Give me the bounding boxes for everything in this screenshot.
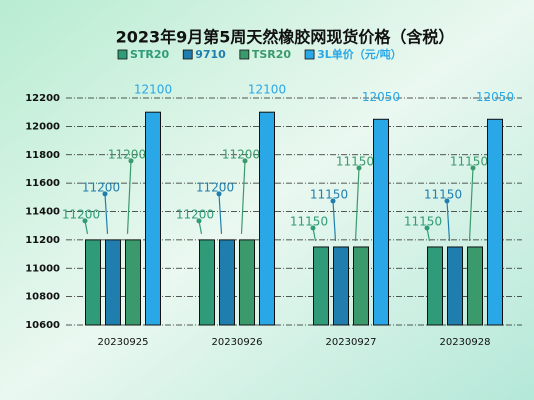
value-label: 11200 (62, 207, 100, 221)
callout-line (218, 193, 223, 234)
callout-line (104, 193, 109, 234)
bar (313, 246, 329, 326)
callout-dot (196, 218, 202, 224)
bar (353, 246, 369, 326)
bar (467, 246, 483, 326)
x-tick-label: 20230928 (440, 337, 491, 348)
y-tick-label: 12200 (25, 93, 60, 104)
chart-title: 2023年9月第5周天然橡胶网现货价格（含税） (116, 28, 455, 47)
callout-dot (242, 158, 248, 164)
value-label: 11200 (196, 180, 234, 194)
bar (447, 246, 463, 326)
value-label: 11200 (222, 147, 260, 161)
legend-label: 3L单价（元/吨） (317, 47, 402, 61)
callout-line (446, 200, 451, 242)
value-label: 11150 (310, 187, 348, 201)
bar (259, 111, 275, 326)
value-label: 12050 (362, 90, 400, 104)
value-label: 11150 (450, 154, 488, 168)
x-tick-label: 20230926 (212, 337, 263, 348)
legend-swatch (304, 49, 315, 60)
value-label: 12100 (134, 83, 172, 97)
legend-label: STR20 (130, 48, 170, 61)
value-label: 12050 (476, 90, 514, 104)
value-label: 11150 (336, 154, 374, 168)
bar (145, 111, 161, 326)
value-label: 11150 (404, 214, 442, 228)
y-tick-label: 11000 (25, 263, 60, 274)
callout-line (240, 160, 246, 234)
callout-line (332, 200, 337, 242)
y-tick-label: 10600 (25, 320, 60, 331)
bar (105, 239, 121, 326)
callout-line (468, 167, 474, 241)
y-tick-label: 12000 (25, 121, 60, 132)
callout-dot (356, 165, 362, 171)
callout-dot (470, 165, 476, 171)
bar (333, 246, 349, 326)
legend: STR20 9710 TSR20 3L单价（元/吨） (117, 47, 402, 61)
callout-dot (310, 225, 316, 231)
callout-dot (330, 198, 336, 204)
bar (487, 118, 503, 326)
callout-dot (102, 191, 108, 197)
y-tick-label: 11400 (25, 207, 60, 218)
value-label: 11200 (176, 207, 214, 221)
callout-dot (128, 158, 134, 164)
bar (239, 239, 255, 326)
callout-dot (444, 198, 450, 204)
value-label: 11150 (424, 187, 462, 201)
value-label: 12100 (248, 83, 286, 97)
legend-swatch (117, 49, 128, 60)
bar (219, 239, 235, 326)
callout-line (354, 167, 360, 241)
legend-swatch (239, 49, 250, 60)
callout-line (126, 160, 132, 234)
legend-label: 9710 (195, 48, 226, 61)
bar (427, 246, 443, 326)
y-tick-label: 11800 (25, 150, 60, 161)
bar (125, 239, 141, 326)
x-tick-label: 20230927 (326, 337, 377, 348)
bar (85, 239, 101, 326)
value-label: 11150 (290, 214, 328, 228)
value-label: 11200 (82, 180, 120, 194)
value-label: 11200 (108, 147, 146, 161)
callout-dot (216, 191, 222, 197)
y-tick-label: 11600 (25, 178, 60, 189)
callout-dot (424, 225, 430, 231)
callout-dot (82, 218, 88, 224)
y-tick-label: 11200 (25, 235, 60, 246)
bar (199, 239, 215, 326)
legend-swatch (182, 49, 193, 60)
bar (373, 118, 389, 326)
y-tick-label: 10800 (25, 292, 60, 303)
legend-label: TSR20 (252, 48, 292, 61)
x-tick-label: 20230925 (98, 337, 149, 348)
